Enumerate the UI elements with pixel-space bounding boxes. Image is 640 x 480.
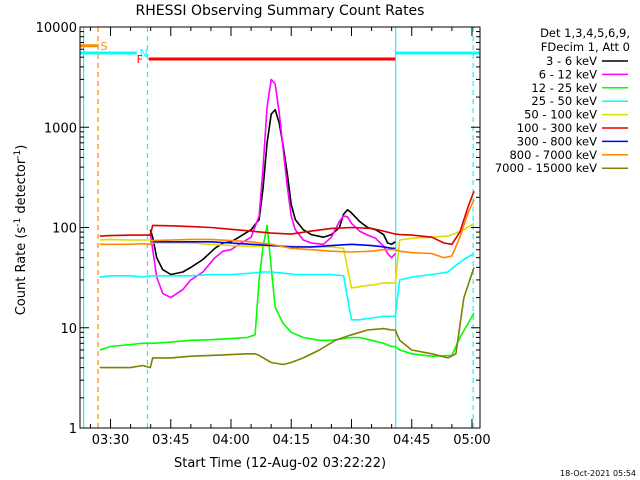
x-tick-label: 03:45 <box>152 433 189 448</box>
y-axis-label: Count Rate (s-1 detector-1) <box>13 145 29 316</box>
footer-timestamp: 18-Oct-2021 05:54 <box>560 469 636 478</box>
plot-frame <box>79 26 481 429</box>
series-line-5 <box>99 190 475 246</box>
series-line-2 <box>99 224 475 358</box>
series-line-0 <box>149 108 396 276</box>
plot-area: S NF <box>80 27 480 428</box>
y-tick-label: 10 <box>60 322 77 337</box>
flag-label-3: F <box>137 53 143 66</box>
y-tick-label: 10000 <box>36 21 77 36</box>
chart-title: RHESSI Observing Summary Count Rates <box>136 3 425 19</box>
y-axis-label-exp2: -1 <box>13 150 23 159</box>
x-tick-label: 03:30 <box>92 433 129 448</box>
y-axis-label-main: Count Rate (s <box>14 227 29 316</box>
x-tick-label: 04:45 <box>393 433 430 448</box>
legend-label-7: 800 - 7000 keV <box>509 148 597 162</box>
axes-frame <box>79 26 481 429</box>
y-axis-label-end: ) <box>14 145 29 150</box>
legend-label-4: 50 - 100 keV <box>524 108 597 122</box>
series-line-1 <box>149 78 396 299</box>
flag-label-1: N <box>139 47 147 60</box>
x-axis-ticks: 03:30 03:45 04:00 04:15 04:30 04:45 05:00 <box>89 27 491 448</box>
series-line-3 <box>99 252 475 321</box>
y-tick-label: 100 <box>52 222 77 237</box>
legend-label-3: 25 - 50 keV <box>531 94 597 108</box>
x-tick-label: 04:30 <box>333 433 370 448</box>
legend-header-line1: Det 1,3,4,5,6,9, <box>540 26 630 40</box>
legend-label-5: 100 - 300 keV <box>517 121 597 135</box>
flag-label-0: S <box>100 40 107 53</box>
y-axis-label-exp1: -1 <box>13 218 23 227</box>
y-tick-label: 1 <box>69 422 77 437</box>
x-tick-label: 05:00 <box>453 433 490 448</box>
legend-label-8: 7000 - 15000 keV <box>495 161 597 175</box>
legend-header-line2: FDecim 1, Att 0 <box>541 40 630 54</box>
y-axis-ticks: 1 10 100 1000 10000 <box>36 21 480 437</box>
x-tick-label: 04:15 <box>273 433 310 448</box>
legend-label-1: 6 - 12 keV <box>539 67 597 81</box>
x-axis-label: Start Time (12-Aug-02 03:22:22) <box>174 456 386 471</box>
legend-label-2: 12 - 25 keV <box>531 81 597 95</box>
series-line-8 <box>99 267 475 369</box>
legend-label-0: 3 - 6 keV <box>546 54 597 68</box>
series-line-7 <box>99 199 475 259</box>
x-tick-label: 04:00 <box>212 433 249 448</box>
y-axis-label-mid: detector <box>14 158 29 218</box>
legend-label-6: 300 - 800 keV <box>517 134 597 148</box>
y-tick-label: 1000 <box>44 121 77 136</box>
